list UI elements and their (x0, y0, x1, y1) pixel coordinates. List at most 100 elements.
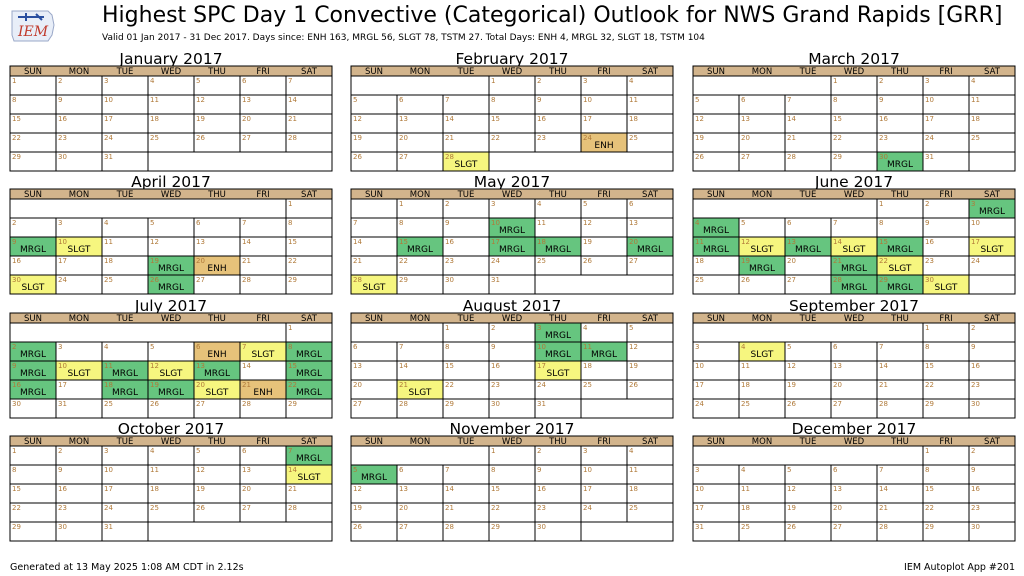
month-title: December 2017 (792, 420, 917, 438)
day-cell (488, 322, 536, 343)
day-number: 1 (925, 447, 929, 455)
day-cell (534, 198, 582, 219)
day-number: 21 (353, 257, 362, 265)
day-number: 30 (925, 276, 934, 284)
day-cell (876, 464, 924, 485)
weekday-label: FRI (939, 437, 952, 447)
outlook-category-label: MRGL (887, 245, 913, 255)
day-number: 7 (787, 96, 791, 104)
day-number: 27 (196, 276, 205, 284)
day-cell (876, 75, 924, 96)
day-number: 26 (196, 504, 205, 512)
day-number: 31 (104, 523, 113, 531)
month-title: October 2017 (118, 420, 224, 438)
day-number: 4 (741, 343, 746, 351)
outlook-category-label: MRGL (20, 350, 46, 360)
day-number: 23 (971, 504, 980, 512)
day-cell (968, 521, 1016, 542)
weekday-label: MON (752, 67, 772, 77)
day-number: 19 (353, 134, 362, 142)
app-credit: IEM Autoplot App #201 (904, 562, 1015, 573)
day-number: 10 (925, 96, 934, 104)
day-number: 12 (353, 485, 362, 493)
day-cell (626, 198, 674, 219)
day-number: 21 (787, 134, 796, 142)
day-number: 21 (879, 504, 888, 512)
day-number: 2 (971, 447, 975, 455)
day-number: 1 (925, 324, 929, 332)
day-number: 8 (491, 466, 495, 474)
weekday-label: TUE (457, 314, 475, 324)
day-number: 27 (741, 153, 750, 161)
outlook-category-label: MRGL (795, 245, 821, 255)
weekday-label: TUE (457, 437, 475, 447)
day-number: 9 (971, 343, 975, 351)
weekday-label: MON (410, 67, 430, 77)
day-number: 10 (537, 343, 546, 351)
day-number: 27 (833, 400, 842, 408)
day-number: 25 (741, 523, 750, 531)
day-cell (968, 398, 1016, 419)
weekday-label: SAT (301, 190, 318, 200)
month-title: July 2017 (134, 297, 207, 315)
day-number: 22 (288, 381, 297, 389)
outlook-category-label: ENH (207, 350, 226, 360)
weekday-label: SUN (707, 67, 725, 77)
day-cell (442, 217, 490, 238)
day-number: 3 (58, 219, 62, 227)
day-cell (193, 75, 241, 96)
day-number: 2 (491, 324, 495, 332)
day-number: 15 (925, 362, 934, 370)
weekday-label: SAT (642, 437, 659, 447)
weekday-label: WED (844, 437, 865, 447)
weekday-label: MON (410, 314, 430, 324)
outlook-category-label: MRGL (20, 245, 46, 255)
day-number: 15 (833, 115, 842, 123)
outlook-category-label: SLGT (252, 350, 275, 360)
day-number: 28 (353, 276, 362, 284)
day-number: 17 (104, 485, 113, 493)
day-number: 11 (695, 238, 704, 246)
day-number: 14 (242, 362, 251, 370)
day-number: 25 (104, 276, 113, 284)
day-number: 29 (879, 276, 888, 284)
day-number: 14 (445, 115, 454, 123)
day-number: 18 (150, 115, 159, 123)
day-number: 29 (833, 153, 842, 161)
outlook-category-label: MRGL (591, 350, 617, 360)
month-title: January 2017 (118, 50, 222, 68)
day-number: 9 (537, 466, 541, 474)
weekday-label: TUE (457, 190, 475, 200)
day-number: 2 (58, 77, 62, 85)
day-number: 7 (833, 219, 837, 227)
outlook-category-label: MRGL (703, 245, 729, 255)
day-number: 2 (925, 200, 929, 208)
day-number: 13 (399, 485, 408, 493)
page-title: Highest SPC Day 1 Convective (Categorica… (102, 3, 1003, 28)
day-cell (534, 521, 582, 542)
day-number: 16 (58, 115, 67, 123)
day-number: 2 (12, 219, 16, 227)
day-number: 9 (491, 343, 495, 351)
day-number: 23 (971, 381, 980, 389)
day-number: 15 (491, 115, 500, 123)
day-number: 12 (150, 238, 159, 246)
weekday-label: TUE (116, 437, 134, 447)
day-number: 2 (445, 200, 449, 208)
weekday-label: FRI (939, 190, 952, 200)
day-number: 6 (833, 466, 838, 474)
day-number: 1 (833, 77, 837, 85)
day-number: 24 (104, 504, 113, 512)
day-number: 22 (925, 381, 934, 389)
day-cell (626, 132, 674, 153)
day-number: 16 (879, 115, 888, 123)
day-cell (968, 464, 1016, 485)
outlook-category-label: MRGL (841, 283, 867, 293)
day-number: 22 (491, 134, 500, 142)
outlook-category-label: ENH (594, 141, 613, 151)
day-number: 27 (399, 523, 408, 531)
day-cell (239, 445, 287, 466)
day-cell (488, 464, 536, 485)
